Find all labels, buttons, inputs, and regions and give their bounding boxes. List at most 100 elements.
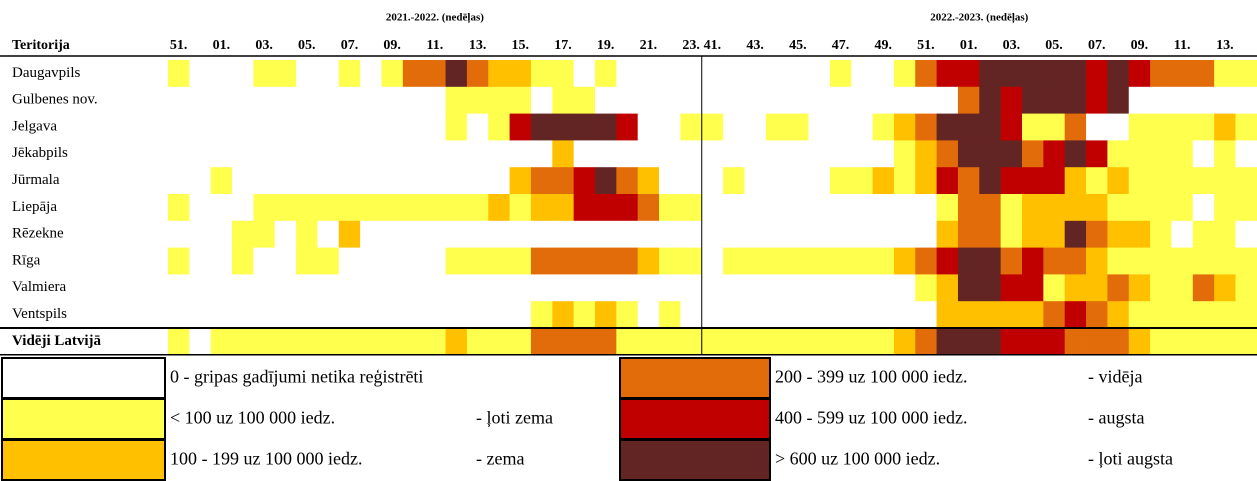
heat-cell <box>936 220 959 248</box>
heat-cell <box>701 167 724 195</box>
heat-cell <box>957 113 980 141</box>
heat-cell <box>1064 301 1087 329</box>
heat-cell <box>317 301 340 329</box>
heat-cell <box>765 86 788 114</box>
heat-cell <box>1214 167 1236 195</box>
heat-cell <box>1107 247 1130 275</box>
heat-cell <box>210 167 233 195</box>
heat-cell <box>936 140 959 168</box>
heat-cell <box>936 274 959 302</box>
heat-cell <box>530 60 553 88</box>
heat-cell <box>915 220 937 248</box>
heat-cell <box>893 167 916 195</box>
heat-cell <box>1171 328 1194 356</box>
heat-cell <box>1043 247 1066 275</box>
heat-cell <box>979 167 1002 195</box>
heat-cell <box>1022 328 1044 356</box>
heat-cell <box>680 194 703 222</box>
heat-cell <box>402 194 425 222</box>
heat-cell <box>338 220 361 248</box>
heat-cell <box>744 60 767 88</box>
heat-cell <box>1214 140 1236 168</box>
heat-cell <box>210 301 233 329</box>
heat-cell <box>317 167 340 195</box>
heat-cell <box>616 301 639 329</box>
row-header: Teritorija <box>12 38 70 53</box>
heat-cell <box>1107 113 1130 141</box>
heat-cell <box>829 247 852 275</box>
heat-cell <box>659 220 681 248</box>
heat-cell <box>1192 167 1215 195</box>
heat-cell <box>744 274 767 302</box>
heat-cell <box>1192 194 1215 222</box>
heat-cell <box>872 167 895 195</box>
heat-cell <box>637 247 660 275</box>
heat-cell <box>1107 140 1130 168</box>
heat-cell <box>1022 113 1044 141</box>
heat-cell <box>851 86 873 114</box>
heat-cell <box>424 60 446 88</box>
heat-cell <box>338 113 361 141</box>
heat-cell <box>872 60 895 88</box>
heat-cell <box>915 60 937 88</box>
legend-level: - augsta <box>1088 408 1144 428</box>
heat-cell <box>616 194 639 222</box>
heat-cell <box>424 140 446 168</box>
heat-cell <box>445 301 468 329</box>
heat-cell <box>253 113 276 141</box>
heat-cell <box>402 301 425 329</box>
legend-swatch <box>1 357 166 399</box>
heat-cell <box>488 220 510 248</box>
heat-cell <box>317 140 340 168</box>
heat-cell <box>1000 328 1023 356</box>
heat-cell <box>659 60 681 88</box>
heat-cell <box>381 140 404 168</box>
heat-cell <box>1150 274 1172 302</box>
heat-cell <box>274 301 297 329</box>
heat-cell <box>1064 247 1087 275</box>
heat-cell <box>701 86 724 114</box>
heat-cell <box>1171 301 1194 329</box>
heat-cell <box>573 194 596 222</box>
column-label: 43. <box>746 38 764 53</box>
heat-cell <box>979 274 1002 302</box>
heat-cell <box>445 247 468 275</box>
heat-cell <box>466 140 489 168</box>
heat-cell <box>616 113 639 141</box>
heat-cell <box>1235 274 1257 302</box>
heat-cell <box>338 247 361 275</box>
heat-cell <box>1171 220 1194 248</box>
heat-cell <box>253 194 276 222</box>
heat-cell <box>168 60 190 88</box>
heat-cell <box>1128 113 1151 141</box>
heat-cell <box>659 301 681 329</box>
heat-cell <box>1128 301 1151 329</box>
heat-cell <box>466 301 489 329</box>
heat-cell <box>1171 247 1194 275</box>
heat-cell <box>360 328 382 356</box>
heat-cell <box>744 247 767 275</box>
heat-cell <box>1128 274 1151 302</box>
heat-cell <box>979 140 1002 168</box>
heat-cell <box>808 274 831 302</box>
heat-cell <box>1086 194 1108 222</box>
heat-cell <box>381 194 404 222</box>
column-label: 03. <box>1003 38 1021 53</box>
heat-cell <box>530 328 553 356</box>
heat-cell <box>253 140 276 168</box>
column-label: 09. <box>1131 38 1149 53</box>
heat-cell <box>189 113 212 141</box>
heat-cell <box>1043 167 1066 195</box>
heat-cell <box>1192 140 1215 168</box>
heat-cell <box>915 247 937 275</box>
heat-cell <box>744 167 767 195</box>
heat-cell <box>1214 113 1236 141</box>
heat-cell <box>723 140 745 168</box>
heat-cell <box>381 60 404 88</box>
heat-cell <box>445 60 468 88</box>
heat-cell <box>765 247 788 275</box>
column-label: 07. <box>341 38 359 53</box>
heat-cell <box>1064 113 1087 141</box>
heat-cell <box>616 86 639 114</box>
heat-cell <box>445 167 468 195</box>
